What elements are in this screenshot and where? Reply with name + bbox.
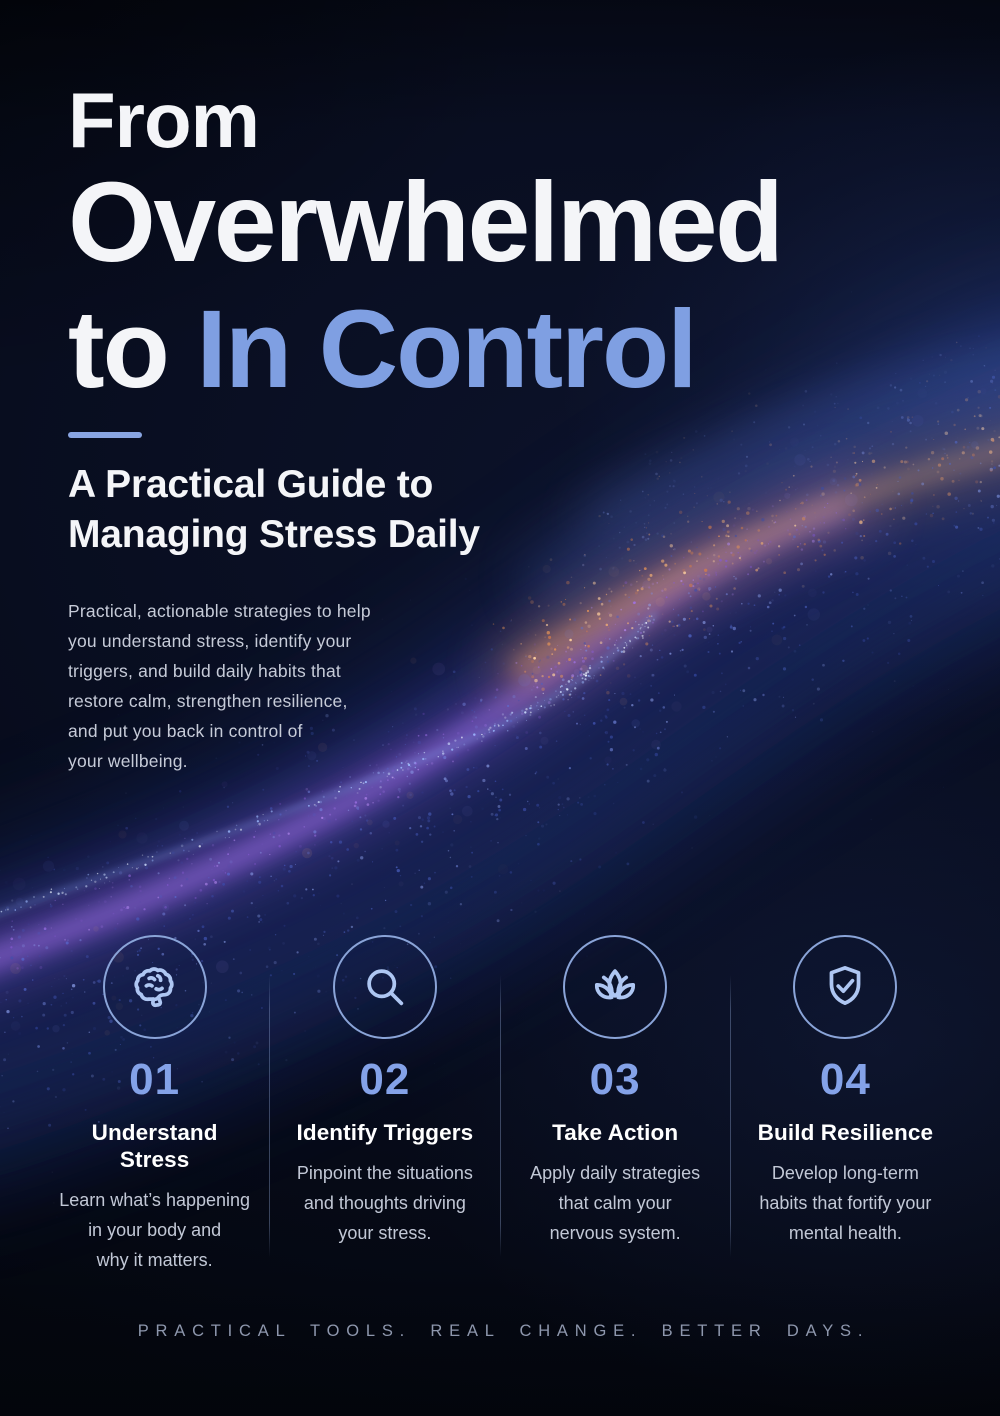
step-number: 02 <box>359 1055 411 1104</box>
step-3: 03 Take Action Apply daily strategies th… <box>501 935 730 1275</box>
step-number: 04 <box>819 1055 871 1104</box>
intro-paragraph: Practical, actionable strategies to help… <box>68 600 371 771</box>
accent-divider <box>68 431 142 438</box>
title-line-2: Overwhelmed <box>68 158 784 285</box>
step-description: Pinpoint the situations and thoughts dri… <box>296 1163 473 1243</box>
step-description: Apply daily strategies that calm your ne… <box>530 1163 701 1243</box>
brain-icon <box>133 967 174 1008</box>
step-title: Build Resilience <box>757 1120 934 1145</box>
steps-row: 01 Understand Stress Learn what’s happen… <box>40 935 960 1275</box>
icon-circle <box>793 935 898 1039</box>
page-title: From Overwhelmed to In Control <box>68 76 784 408</box>
step-description: Learn what’s happening in your body and … <box>59 1190 251 1270</box>
lotus-icon <box>595 969 636 1000</box>
footer: PRACTICAL TOOLS. REAL CHANGE. BETTER DAY… <box>0 1322 1000 1342</box>
footer-tagline: PRACTICAL TOOLS. REAL CHANGE. BETTER DAY… <box>137 1322 870 1340</box>
icon-circle <box>102 935 207 1039</box>
step-number: 01 <box>129 1055 181 1104</box>
icon-circle <box>563 935 668 1039</box>
magnifier-icon <box>367 969 404 1006</box>
title-line-1: From <box>68 76 260 164</box>
step-title: Identify Triggers <box>296 1120 474 1145</box>
step-2: 02 Identify Triggers Pinpoint the situat… <box>270 935 499 1275</box>
title-accent: In Control <box>196 288 697 412</box>
step-title: Understand Stress <box>91 1120 218 1172</box>
step-description: Develop long-term habits that fortify yo… <box>759 1163 932 1243</box>
step-number: 03 <box>589 1055 641 1104</box>
subtitle: A Practical Guide to Managing Stress Dai… <box>68 462 480 556</box>
title-line-3-prefix: to <box>68 288 197 412</box>
header: From Overwhelmed to In Control A Practic… <box>68 70 784 776</box>
step-title: Take Action <box>552 1120 679 1145</box>
step-1: 01 Understand Stress Learn what’s happen… <box>40 935 269 1275</box>
shield-check-icon <box>829 966 861 1005</box>
title-line-3: to In Control <box>68 293 782 407</box>
step-4: 04 Build Resilience Develop long-term ha… <box>731 935 960 1275</box>
icon-circle <box>332 935 437 1039</box>
